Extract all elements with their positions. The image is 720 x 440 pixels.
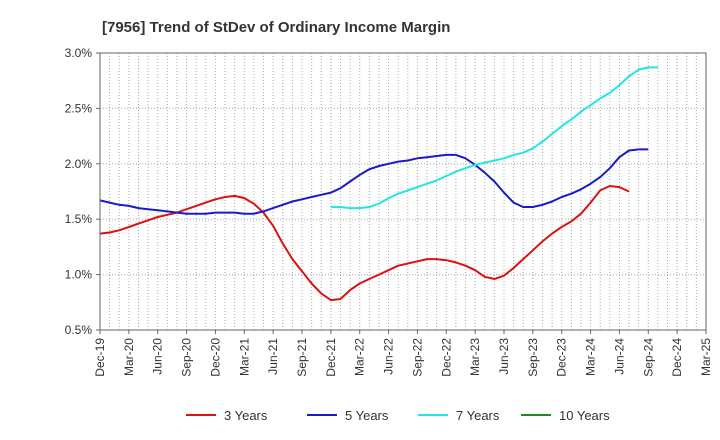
x-tick-label: Sep-21 xyxy=(295,338,309,377)
x-tick-label: Sep-22 xyxy=(410,338,424,377)
plot-frame xyxy=(99,52,707,331)
y-tick-label: 1.5% xyxy=(65,212,93,226)
x-tick-label: Sep-23 xyxy=(526,338,540,377)
y-tick-label: 2.5% xyxy=(65,101,93,115)
x-tick-label: Jun-21 xyxy=(266,338,280,375)
y-tick-label: 2.0% xyxy=(65,157,93,171)
legend: 3 Years 5 Years 7 Years 10 Years xyxy=(186,408,610,423)
x-tick-label: Dec-19 xyxy=(93,338,107,377)
x-tick-label: Sep-24 xyxy=(641,338,655,377)
x-tick-label: Mar-24 xyxy=(584,338,598,376)
chart-title: [7956] Trend of StDev of Ordinary Income… xyxy=(102,19,450,36)
y-tick-label: 3.0% xyxy=(65,46,93,60)
x-tick-label: Mar-23 xyxy=(468,338,482,376)
x-tick-label: Dec-21 xyxy=(324,338,338,377)
series-line xyxy=(99,148,649,215)
legend-label: 7 Years xyxy=(456,408,500,423)
x-tick-label: Dec-24 xyxy=(670,338,684,377)
x-tick-label: Sep-20 xyxy=(180,338,194,377)
legend-label: 5 Years xyxy=(345,408,389,423)
x-tick-label: Dec-23 xyxy=(555,338,569,377)
x-tick-label: Jun-22 xyxy=(382,338,396,375)
axes: 0.5% 1.0% 1.5% 2.0% 2.5% 3.0% Dec-19 Mar-20 Jun-… xyxy=(65,46,713,377)
x-tick-label: Jun-24 xyxy=(612,338,626,375)
x-tick-label: Dec-20 xyxy=(208,338,222,377)
x-tick-label: Dec-22 xyxy=(439,338,453,377)
series-line xyxy=(330,66,658,210)
plot-area xyxy=(99,66,658,302)
x-tick-label: Mar-22 xyxy=(353,338,367,376)
y-tick-label: 0.5% xyxy=(65,323,93,337)
x-tick-label: Mar-20 xyxy=(122,338,136,376)
series-line xyxy=(99,185,630,302)
x-tick-label: Mar-21 xyxy=(237,338,251,376)
x-tick-label: Jun-23 xyxy=(497,338,511,375)
legend-label: 3 Years xyxy=(224,408,268,423)
x-tick-label: Jun-20 xyxy=(151,338,165,375)
x-tick-label: Mar-25 xyxy=(699,338,713,376)
legend-label: 10 Years xyxy=(559,408,610,423)
y-tick-label: 1.0% xyxy=(65,268,93,282)
